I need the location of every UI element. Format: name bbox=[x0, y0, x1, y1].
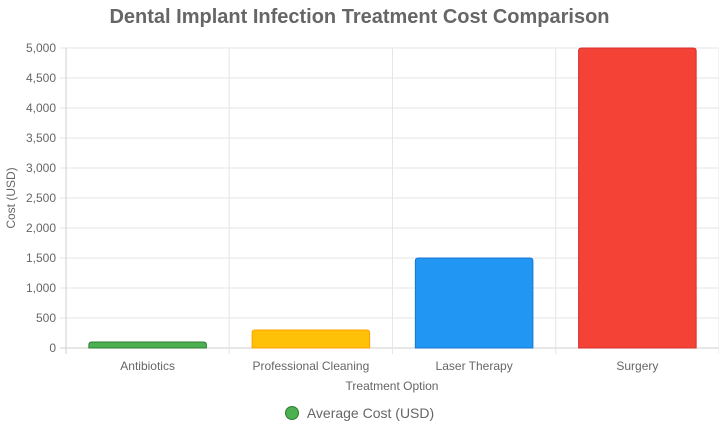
y-tick-label: 0 bbox=[49, 341, 56, 355]
y-tick-label: 4,500 bbox=[26, 71, 56, 85]
y-axis-title: Cost (USD) bbox=[4, 167, 18, 228]
x-tick-label: Surgery bbox=[616, 359, 658, 373]
y-tick-label: 4,000 bbox=[26, 101, 56, 115]
bar-professional-cleaning[interactable] bbox=[251, 329, 371, 349]
y-axis-ticks: 0 500 1,000 1,500 2,000 2,500 3,000 3,500 4,000 4… bbox=[26, 41, 56, 355]
y-tick-label: 1,500 bbox=[26, 251, 56, 265]
x-tick-label: Professional Cleaning bbox=[253, 359, 370, 373]
bars bbox=[88, 47, 697, 349]
y-tick-label: 2,500 bbox=[26, 191, 56, 205]
bar-surgery[interactable] bbox=[578, 47, 697, 349]
legend: Average Cost (USD) bbox=[0, 405, 719, 421]
x-axis-ticks: Antibiotics Professional Cleaning Laser Th… bbox=[120, 359, 658, 373]
y-tick-label: 3,500 bbox=[26, 131, 56, 145]
x-axis-title: Treatment Option bbox=[346, 379, 439, 393]
legend-swatch bbox=[284, 406, 299, 420]
x-tick-label: Antibiotics bbox=[120, 359, 175, 373]
y-tick-label: 5,000 bbox=[26, 41, 56, 55]
bar-antibiotics[interactable] bbox=[88, 341, 207, 349]
legend-label: Average Cost (USD) bbox=[306, 405, 435, 421]
chart-title: Dental Implant Infection Treatment Cost … bbox=[109, 6, 610, 28]
x-tick-label: Laser Therapy bbox=[436, 359, 513, 373]
y-tick-label: 2,000 bbox=[26, 221, 56, 235]
bar-laser-therapy[interactable] bbox=[414, 257, 534, 349]
y-tick-label: 500 bbox=[36, 311, 56, 325]
y-tick-label: 3,000 bbox=[26, 161, 56, 175]
y-tick-label: 1,000 bbox=[26, 281, 56, 295]
